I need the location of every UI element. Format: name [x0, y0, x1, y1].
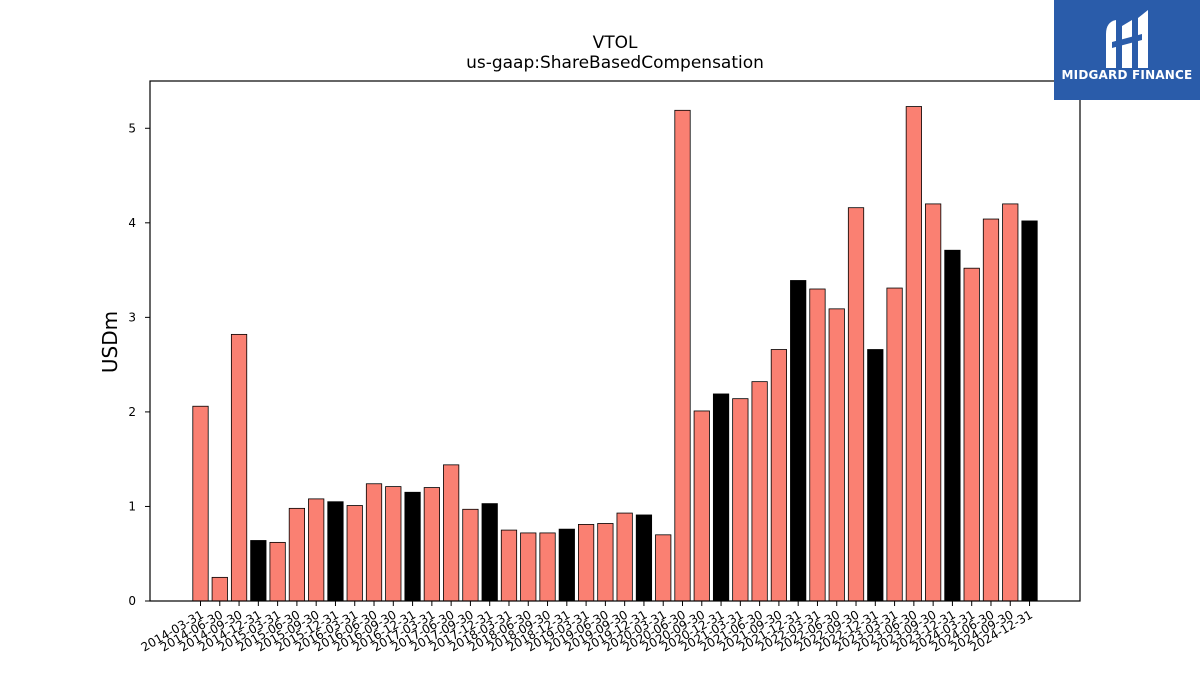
bar-2018-03-31: [500, 529, 518, 602]
bar-2020-12-31: [712, 393, 730, 602]
bar-2021-09-30: [770, 349, 788, 602]
bar-2015-09-30: [308, 498, 325, 602]
bar-2017-09-30: [462, 508, 479, 602]
bar-2021-03-31: [732, 398, 749, 602]
bar-2015-03-31: [269, 541, 286, 602]
bar-2019-09-30: [616, 512, 633, 602]
bar-2020-06-30: [674, 109, 691, 602]
bar-2024-12-31: [1021, 220, 1038, 602]
y-tick-label: 1: [128, 499, 136, 513]
bar-2019-03-31: [578, 524, 595, 602]
bar-2018-12-31: [558, 528, 575, 602]
y-tick-label: 5: [128, 121, 136, 135]
bar-2023-09-30: [925, 203, 942, 602]
bar-2017-06-30: [443, 464, 460, 602]
bar-2024-03-31: [963, 267, 980, 602]
chart-title: VTOL: [593, 33, 638, 53]
y-tick-label: 2: [128, 405, 136, 419]
bar-2014-09-30: [230, 333, 248, 602]
y-tick-label: 0: [128, 594, 136, 608]
bar-2018-06-30: [520, 532, 537, 602]
brand-logo: MIDGARD FINANCE: [1054, 0, 1200, 100]
bar-2022-06-30: [828, 308, 845, 602]
bar-2023-12-31: [944, 249, 961, 602]
plot-frame: [149, 80, 1081, 602]
y-tick-label: 3: [128, 310, 136, 324]
chart-subtitle: us-gaap:ShareBasedCompensation: [466, 53, 764, 73]
bar-2021-06-30: [751, 381, 768, 602]
bar-2016-09-30: [385, 486, 402, 602]
x-axis: 2014-03-312014-06-302014-09-302014-12-31…: [139, 601, 1035, 654]
bar-2016-06-30: [365, 483, 383, 602]
bar-2019-06-30: [597, 523, 614, 602]
bar-2022-03-31: [809, 288, 826, 602]
logo-mark-icon: [1106, 10, 1148, 68]
bar-2023-06-30: [905, 106, 922, 602]
bar-2014-06-30: [211, 576, 228, 602]
bar-2024-09-30: [1002, 203, 1019, 602]
bar-2020-09-30: [693, 410, 710, 602]
bar-2014-12-31: [250, 540, 267, 602]
bar-2022-12-31: [867, 349, 884, 602]
y-tick-label: 4: [128, 216, 136, 230]
bar-2016-03-31: [346, 505, 363, 602]
bar-2016-12-31: [404, 491, 421, 602]
bar-2020-03-31: [655, 534, 672, 602]
bar-2022-09-30: [847, 207, 865, 602]
y-axis-label: USDm: [98, 311, 122, 373]
bar-2019-12-31: [635, 514, 653, 602]
bar-2017-03-31: [423, 487, 440, 602]
bar-2021-12-31: [790, 280, 807, 602]
bar-2015-12-31: [327, 501, 344, 602]
logo-text: MIDGARD FINANCE: [1061, 68, 1193, 82]
bar-2017-12-31: [481, 503, 498, 602]
y-axis: 0 1 2 3 4 5: [128, 121, 150, 608]
bar-2018-09-30: [539, 532, 556, 602]
bar-2023-03-31: [886, 287, 903, 602]
bar-2015-06-30: [288, 507, 306, 602]
bar-2024-06-30: [982, 218, 1000, 602]
bar-2014-03-31: [192, 405, 209, 602]
bars-group: [192, 106, 1038, 602]
